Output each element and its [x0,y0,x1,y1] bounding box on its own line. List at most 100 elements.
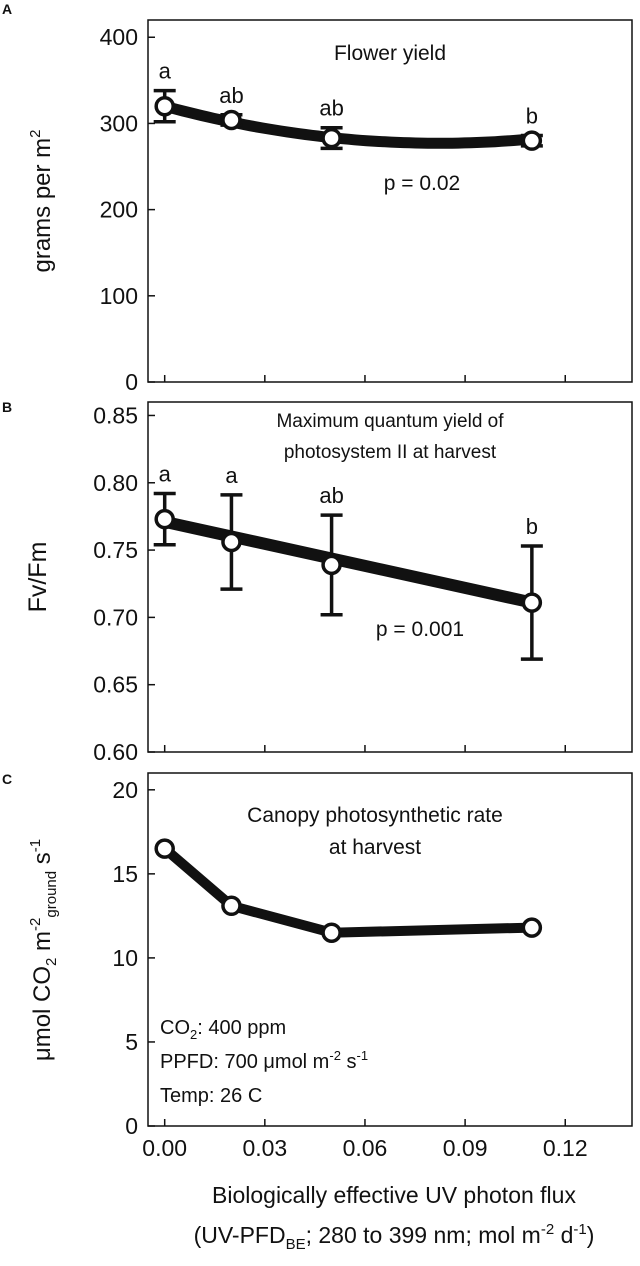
x-label-2a: (UV-PFD [194,1222,286,1248]
y-tick-label-c-1: 5 [125,1029,138,1055]
x-label-2c: d [554,1222,573,1248]
data-point-c-3 [521,917,543,938]
panel-c-y-label: μmol CO2 m-2ground s-1 [27,839,60,1061]
y-tick-label-b-4: 0.80 [93,470,138,496]
data-point-c-1 [221,895,242,917]
significance-letter-b-2: ab [319,483,343,508]
panel-b-title-line1: Maximum quantum yield of [276,411,504,432]
data-point-c-2 [321,922,342,943]
panel-c-note-ppfd-sup1: -2 [329,1048,341,1063]
panel-c-note-co2: CO2: 400 ppm [160,1017,286,1042]
panel-c-y-label-m: m [29,931,56,958]
panel-a-x-ticks [163,375,566,382]
y-tick-label-a-1: 100 [100,283,138,309]
x-tick-labels: 0.00 0.03 0.06 0.09 0.12 [142,1135,587,1161]
panel-b: B 0.60 0.65 0.70 0.75 0.80 0.85 Maximum quant… [2,399,633,765]
panel-b-x-ticks [163,745,566,752]
panel-a-y-label-sup: 2 [27,129,44,137]
significance-letter-b-1: a [225,463,238,488]
y-tick-label-b-2: 0.70 [93,604,138,630]
panel-label-b: B [2,399,12,415]
x-tick-label-4: 0.12 [543,1135,588,1161]
panel-c-y-label-sup-m2: -2 [27,918,44,931]
y-tick-label-b-0: 0.60 [93,739,138,765]
x-tick-label-2: 0.06 [343,1135,388,1161]
y-tick-label-c-4: 20 [112,777,138,803]
panel-a-y-label: grams per m2 [27,129,56,272]
data-point-a-1 [221,109,242,131]
panel-c-frame [147,772,633,1127]
x-tick-label-3: 0.09 [443,1135,488,1161]
panel-c-y-axis: 0 5 10 15 20 [112,777,155,1139]
x-label-2-sup1: -2 [541,1221,554,1238]
y-tick-label-b-3: 0.75 [93,537,138,563]
fit-curve-a [159,100,538,149]
y-tick-label-a-3: 300 [100,110,138,136]
panel-c-y-label-s: s [29,852,56,871]
panel-c-note-ppfd-sup2: -1 [356,1048,368,1063]
significance-letter-a-0: a [159,59,172,84]
x-tick-label-1: 0.03 [242,1135,287,1161]
data-point-b-3 [521,592,543,613]
data-point-b-2 [321,554,342,576]
x-label-2-sub: BE [286,1236,306,1253]
significance-letter-a-1: ab [219,83,243,108]
significance-letter-b-3: b [526,514,538,539]
series-line-c [159,843,537,938]
data-point-a-2 [321,127,342,149]
panel-c-title-line2: at harvest [329,836,421,859]
panel-b-plot: a a ab b [153,462,543,661]
data-point-a-0 [154,95,175,117]
panel-c-title-line1: Canopy photosynthetic rate [247,804,503,827]
panel-c-note-ppfd-b: s [341,1051,357,1073]
panel-c-note-co2-b: : 400 ppm [197,1017,286,1039]
panel-c-plot [154,838,543,943]
significance-letter-b-0: a [159,462,172,487]
y-tick-label-b-5: 0.85 [93,402,138,428]
panel-c-y-label-sub2: 2 [43,958,60,966]
panel-a-frame [147,19,633,383]
data-point-b-0 [154,508,175,530]
x-axis-label-line2: (UV-PFDBE; 280 to 399 nm; mol m-2 d-1) [194,1221,595,1253]
panel-b-title-line2: photosystem II at harvest [284,442,497,463]
fit-line-b [158,515,538,609]
panel-b-p-value: p = 0.001 [376,618,464,641]
panel-a-y-label-main: grams per m [29,138,56,273]
x-label-2b: ; 280 to 399 nm; mol m [306,1222,541,1248]
y-tick-label-a-2: 200 [100,197,138,223]
panel-c-note-ppfd-a: PPFD: 700 μmol m [160,1051,329,1073]
panel-c-note-co2-a: CO [160,1017,190,1039]
panel-b-frame [147,401,633,753]
panel-a-p-value: p = 0.02 [384,172,460,195]
y-tick-label-c-2: 10 [112,945,138,971]
panel-c-y-label-mu: μmol CO [29,966,56,1061]
y-tick-label-c-3: 15 [112,861,138,887]
panel-c-note-co2-sub: 2 [190,1027,197,1042]
panel-label-c: C [2,771,12,787]
significance-letter-a-2: ab [319,96,343,121]
panel-a-plot: a ab ab b [153,59,543,151]
panel-a-title: Flower yield [334,42,446,65]
x-label-2-sup2: -1 [573,1221,586,1238]
y-tick-label-c-0: 0 [125,1113,138,1139]
panel-a-y-axis: 0 100 200 300 400 [100,24,155,395]
panel-c-y-label-sup-s1: -1 [27,839,44,852]
panel-label-a: A [2,1,12,17]
data-point-c-0 [154,838,175,859]
data-point-b-1 [221,531,242,553]
panel-c-x-ticks [163,1119,566,1126]
x-label-2d: ) [587,1222,595,1248]
panel-c-note-ppfd: PPFD: 700 μmol m-2 s-1 [160,1048,368,1073]
y-tick-label-b-1: 0.65 [93,672,138,698]
panel-a: A 0 100 200 300 400 Flower yield p = 0.02 gr… [2,1,633,395]
x-tick-label-0: 0.00 [142,1135,187,1161]
panel-b-y-axis: 0.60 0.65 0.70 0.75 0.80 0.85 [93,402,155,765]
x-axis-label-line1: Biologically effective UV photon flux [212,1182,576,1208]
panel-c-y-label-sub-ground: ground [43,871,60,918]
y-tick-label-a-4: 400 [100,24,138,50]
panel-c-note-temp: Temp: 26 C [160,1085,262,1107]
y-tick-label-a-0: 0 [125,369,138,395]
panel-c: C 0 5 10 15 20 Canopy photosynthetic rate at… [2,771,633,1139]
significance-letter-a-3: b [526,103,538,128]
